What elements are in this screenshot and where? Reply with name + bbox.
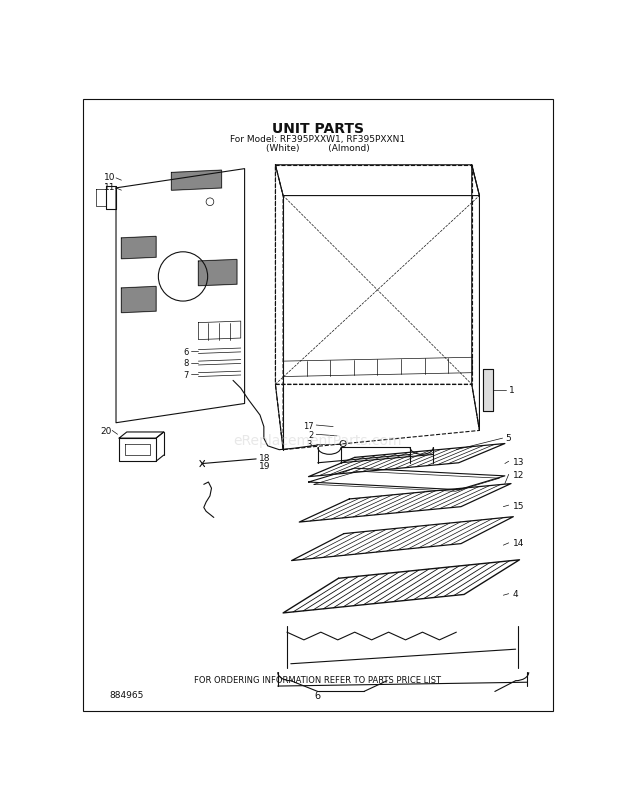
Text: UNIT PARTS: UNIT PARTS — [272, 122, 364, 136]
Text: 19: 19 — [259, 461, 270, 470]
Text: 11: 11 — [104, 182, 115, 192]
Text: 6: 6 — [184, 347, 189, 357]
Text: 7: 7 — [184, 370, 189, 379]
Text: 4: 4 — [513, 589, 518, 598]
Text: 14: 14 — [513, 539, 524, 548]
Text: 20: 20 — [100, 426, 112, 435]
Text: 6: 6 — [315, 690, 321, 699]
Text: For Model: RF395PXXW1, RF395PXXN1: For Model: RF395PXXW1, RF395PXXN1 — [230, 135, 405, 144]
Polygon shape — [198, 260, 237, 287]
Text: 1: 1 — [508, 385, 515, 394]
Text: 3: 3 — [306, 439, 312, 448]
Polygon shape — [122, 287, 156, 313]
Text: 15: 15 — [513, 501, 524, 510]
Text: (White)          (Almond): (White) (Almond) — [266, 145, 370, 153]
Polygon shape — [172, 171, 221, 191]
Polygon shape — [484, 369, 494, 412]
Text: 10: 10 — [104, 173, 115, 181]
Text: FOR ORDERING INFORMATION REFER TO PARTS PRICE LIST: FOR ORDERING INFORMATION REFER TO PARTS … — [194, 675, 441, 684]
Text: 8: 8 — [184, 359, 189, 368]
Text: eReplacementParts.com: eReplacementParts.com — [234, 434, 402, 448]
Text: 2: 2 — [309, 430, 314, 439]
Polygon shape — [122, 237, 156, 259]
Text: 5: 5 — [505, 434, 511, 442]
Text: 12: 12 — [513, 471, 524, 479]
Text: 18: 18 — [259, 454, 270, 463]
Text: 884965: 884965 — [110, 691, 144, 699]
Text: 17: 17 — [303, 421, 314, 430]
Text: 13: 13 — [513, 457, 524, 467]
